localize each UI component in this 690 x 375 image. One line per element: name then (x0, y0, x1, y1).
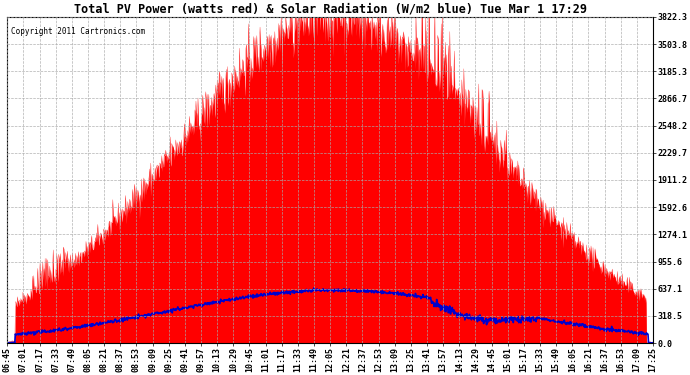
Text: Copyright 2011 Cartronics.com: Copyright 2011 Cartronics.com (10, 27, 145, 36)
Title: Total PV Power (watts red) & Solar Radiation (W/m2 blue) Tue Mar 1 17:29: Total PV Power (watts red) & Solar Radia… (74, 3, 586, 16)
